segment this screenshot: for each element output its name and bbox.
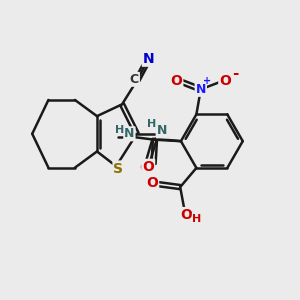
Text: O: O xyxy=(139,161,151,175)
Text: N: N xyxy=(143,52,154,66)
Text: O: O xyxy=(146,176,158,190)
Text: O: O xyxy=(142,160,154,174)
Text: O: O xyxy=(170,74,182,88)
Text: S: S xyxy=(113,161,124,176)
Text: N: N xyxy=(196,83,206,96)
Text: H: H xyxy=(115,125,124,135)
Text: H: H xyxy=(192,214,202,224)
Text: H: H xyxy=(147,119,157,129)
Text: C: C xyxy=(130,73,139,86)
Text: -: - xyxy=(232,66,239,81)
Text: +: + xyxy=(203,76,211,86)
Text: N: N xyxy=(157,124,167,137)
Text: O: O xyxy=(180,208,192,222)
Text: O: O xyxy=(219,74,231,88)
Text: N: N xyxy=(124,127,135,140)
